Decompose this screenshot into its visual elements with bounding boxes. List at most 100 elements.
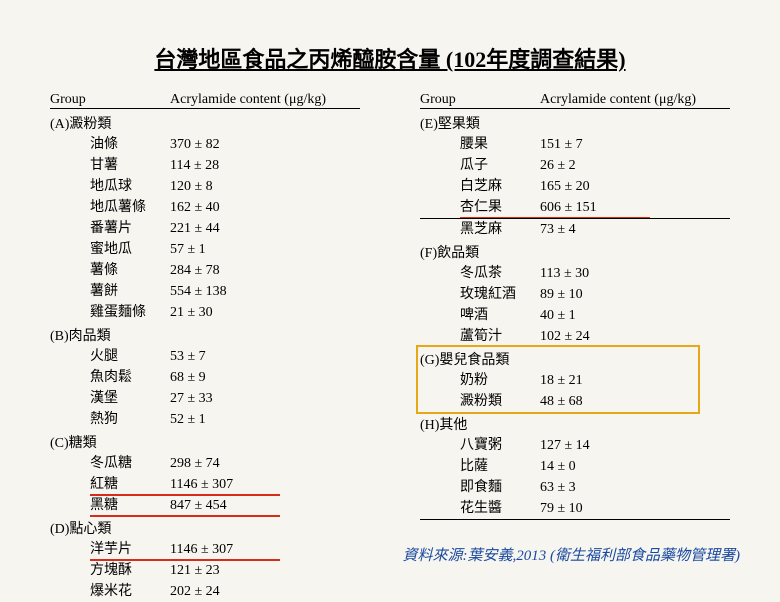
acrylamide-value: 847 ± 454 [160, 495, 360, 516]
acrylamide-value: 162 ± 40 [160, 197, 360, 218]
acrylamide-value: 53 ± 7 [160, 346, 360, 367]
food-name: 油條 [50, 134, 160, 155]
table-row: 澱粉類48 ± 68 [420, 391, 730, 412]
food-name: 薯餅 [50, 281, 160, 302]
acrylamide-value: 606 ± 151 [530, 197, 730, 218]
table-row: 爆米花202 ± 24 [50, 581, 360, 602]
food-name: 即食麵 [420, 477, 530, 498]
table-header-right: Group Acrylamide content (μg/kg) [420, 92, 730, 109]
header-content: Acrylamide content (μg/kg) [540, 92, 730, 108]
acrylamide-value: 68 ± 9 [160, 367, 360, 388]
food-name: 魚肉鬆 [50, 367, 160, 388]
food-name: 黑糖 [50, 495, 160, 516]
food-name: 澱粉類 [420, 391, 530, 412]
acrylamide-value: 21 ± 30 [160, 302, 360, 323]
food-name: 蘆筍汁 [420, 326, 530, 347]
food-name: 黑芝麻 [420, 219, 530, 240]
food-name: 甘薯 [50, 155, 160, 176]
table-row: 火腿53 ± 7 [50, 346, 360, 367]
group-label: (H)其他 [420, 412, 730, 435]
acrylamide-value: 554 ± 138 [160, 281, 360, 302]
food-name: 八寶粥 [420, 435, 530, 456]
table-row: 魚肉鬆68 ± 9 [50, 367, 360, 388]
acrylamide-value: 102 ± 24 [530, 326, 730, 347]
table-row: 蘆筍汁102 ± 24 [420, 326, 730, 347]
table-row: 番薯片221 ± 44 [50, 218, 360, 239]
food-name: 瓜子 [420, 155, 530, 176]
food-name: 地瓜球 [50, 176, 160, 197]
food-name: 比薩 [420, 456, 530, 477]
group-wrap: (B)肉品類火腿53 ± 7魚肉鬆68 ± 9漢堡27 ± 33熱狗52 ± 1 [50, 323, 360, 430]
header-group: Group [50, 92, 170, 108]
acrylamide-value: 89 ± 10 [530, 284, 730, 305]
table-row: 雞蛋麵條21 ± 30 [50, 302, 360, 323]
group-label: (E)堅果類 [420, 111, 730, 134]
acrylamide-value: 284 ± 78 [160, 260, 360, 281]
table-row: 冬瓜茶113 ± 30 [420, 263, 730, 284]
group-label: (C)糖類 [50, 430, 360, 453]
table-row: 洋芋片1146 ± 307 [50, 539, 360, 560]
table-columns: Group Acrylamide content (μg/kg) (A)澱粉類油… [0, 92, 780, 602]
food-name: 冬瓜茶 [420, 263, 530, 284]
page-title: 台灣地區食品之丙烯醯胺含量 (102年度調查結果) [0, 0, 780, 92]
acrylamide-value: 370 ± 82 [160, 134, 360, 155]
group-label: (F)飲品類 [420, 240, 730, 263]
acrylamide-value: 48 ± 68 [530, 391, 730, 412]
food-name: 白芝麻 [420, 176, 530, 197]
food-name: 薯條 [50, 260, 160, 281]
food-name: 地瓜薯條 [50, 197, 160, 218]
acrylamide-value: 298 ± 74 [160, 453, 360, 474]
acrylamide-value: 1146 ± 307 [160, 474, 360, 495]
group-wrap: (A)澱粉類油條370 ± 82甘薯114 ± 28地瓜球120 ± 8地瓜薯條… [50, 111, 360, 323]
food-name: 冬瓜糖 [50, 453, 160, 474]
acrylamide-value: 113 ± 30 [530, 263, 730, 284]
group-wrap: (G)嬰兒食品類奶粉18 ± 21澱粉類48 ± 68 [420, 347, 730, 412]
table-row: 漢堡27 ± 33 [50, 388, 360, 409]
table-row: 甘薯114 ± 28 [50, 155, 360, 176]
food-name: 爆米花 [50, 581, 160, 602]
header-content: Acrylamide content (μg/kg) [170, 92, 360, 108]
group-wrap: (C)糖類冬瓜糖298 ± 74紅糖1146 ± 307黑糖847 ± 454 [50, 430, 360, 516]
acrylamide-value: 63 ± 3 [530, 477, 730, 498]
table-row: 玫瑰紅酒89 ± 10 [420, 284, 730, 305]
food-name: 腰果 [420, 134, 530, 155]
header-group: Group [420, 92, 540, 108]
table-row: 黑芝麻73 ± 4 [420, 218, 730, 240]
table-header-left: Group Acrylamide content (μg/kg) [50, 92, 360, 109]
food-name: 番薯片 [50, 218, 160, 239]
table-row: 冬瓜糖298 ± 74 [50, 453, 360, 474]
acrylamide-value: 40 ± 1 [530, 305, 730, 326]
acrylamide-value: 120 ± 8 [160, 176, 360, 197]
table-row: 紅糖1146 ± 307 [50, 474, 360, 495]
group-wrap: (E)堅果類腰果151 ± 7瓜子26 ± 2白芝麻165 ± 20杏仁果606… [420, 111, 730, 240]
group-wrap: (H)其他八寶粥127 ± 14比薩14 ± 0即食麵63 ± 3花生醬79 ±… [420, 412, 730, 520]
acrylamide-value: 73 ± 4 [530, 219, 730, 240]
food-name: 紅糖 [50, 474, 160, 495]
acrylamide-value: 121 ± 23 [160, 560, 360, 581]
acrylamide-value: 26 ± 2 [530, 155, 730, 176]
table-row: 腰果151 ± 7 [420, 134, 730, 155]
table-row: 熱狗52 ± 1 [50, 409, 360, 430]
acrylamide-value: 127 ± 14 [530, 435, 730, 456]
acrylamide-value: 165 ± 20 [530, 176, 730, 197]
acrylamide-value: 52 ± 1 [160, 409, 360, 430]
acrylamide-value: 1146 ± 307 [160, 539, 360, 560]
food-name: 啤酒 [420, 305, 530, 326]
food-name: 花生醬 [420, 498, 530, 519]
acrylamide-value: 57 ± 1 [160, 239, 360, 260]
table-row: 奶粉18 ± 21 [420, 370, 730, 391]
food-name: 雞蛋麵條 [50, 302, 160, 323]
food-name: 玫瑰紅酒 [420, 284, 530, 305]
right-column: Group Acrylamide content (μg/kg) (E)堅果類腰… [420, 92, 730, 602]
table-row: 方塊酥121 ± 23 [50, 560, 360, 581]
table-row: 即食麵63 ± 3 [420, 477, 730, 498]
table-row: 薯餅554 ± 138 [50, 281, 360, 302]
acrylamide-value: 114 ± 28 [160, 155, 360, 176]
table-row: 八寶粥127 ± 14 [420, 435, 730, 456]
group-label: (B)肉品類 [50, 323, 360, 346]
table-row: 地瓜薯條162 ± 40 [50, 197, 360, 218]
food-name: 方塊酥 [50, 560, 160, 581]
table-row: 白芝麻165 ± 20 [420, 176, 730, 197]
table-row: 黑糖847 ± 454 [50, 495, 360, 516]
acrylamide-value: 221 ± 44 [160, 218, 360, 239]
